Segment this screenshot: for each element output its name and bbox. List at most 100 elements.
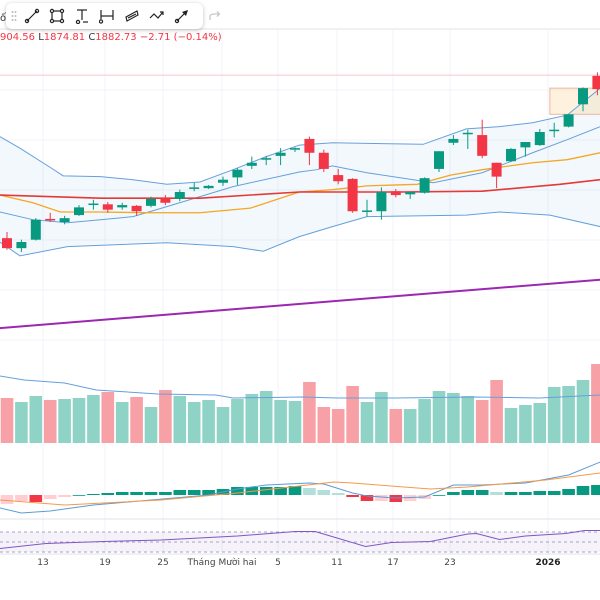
candle-body [232,169,243,178]
macd-histogram-bar [259,487,273,495]
volume-bar [29,396,43,443]
candle-body [102,204,113,210]
volume-bar [43,400,57,443]
volume-bar [245,394,259,443]
volume-bar [202,400,215,443]
candle [290,147,300,152]
drag-handle-icon[interactable] [10,8,18,24]
macd-histogram-bar [43,495,57,499]
candle-body [131,205,142,212]
symbol-title-fragment: ốc [0,13,12,24]
candle [405,192,416,199]
volume-bar [173,396,187,443]
macd-histogram-bar [231,487,244,495]
volume-bar [87,395,100,443]
macd-histogram-bar [187,490,201,495]
volume-bar [360,402,374,443]
low-label: L [38,32,44,43]
x-tick-label: 23 [444,558,456,568]
macd-histogram-bar [447,492,460,495]
volume-bar [317,407,331,443]
macd-histogram-bar [591,485,600,495]
volume-bar [303,382,316,443]
candle [448,135,459,146]
candle [246,156,257,169]
macd-histogram-bar [375,495,388,501]
rsi-pane[interactable] [0,530,600,553]
redo-icon [209,11,221,20]
macd-histogram-bar [15,495,28,501]
volume-pane[interactable] [0,364,600,443]
macd-histogram-bar [274,487,287,495]
redo-button[interactable] [207,8,223,24]
candle [362,199,372,217]
candle-body [333,175,344,182]
candle-body [563,114,574,127]
volume-bar [475,400,489,443]
rectangle-icon [49,8,64,24]
macd-histogram-bar [360,495,374,501]
candle [189,182,200,192]
candle [520,142,531,157]
trend-line-button[interactable] [20,5,43,27]
arrow-button[interactable] [170,5,193,27]
candle-body [376,192,387,212]
volume-bar [288,401,302,443]
volume-bar [403,409,417,443]
volume-bar [159,390,172,443]
macd-histogram-bar [547,491,561,495]
candle [30,218,41,241]
price-range-button[interactable] [70,5,93,27]
price-pane[interactable] [0,72,600,330]
volume-bar [562,386,575,443]
arrow-icon [174,10,188,24]
candle-body [160,198,171,203]
volume-bar [0,398,14,443]
volume-bar [216,407,230,443]
volume-bar [101,392,115,443]
macd-histogram-bar [29,495,43,502]
parallel-channel-button[interactable] [120,5,143,27]
macd-histogram-bar [519,492,532,495]
path-button[interactable] [145,5,168,27]
volume-bar [331,409,345,443]
candle-body [434,151,444,169]
time-axis[interactable]: 13 19 25 Tháng Mười hai 5 11 17 23 2026 [0,556,600,572]
candle-body [362,210,372,212]
candle-body [30,219,41,240]
macd-histogram-bar [0,495,14,504]
candle-body [290,148,300,150]
date-range-button[interactable] [95,5,118,27]
candle-body [549,129,560,132]
volume-bar [533,403,547,443]
candle [318,149,329,172]
candle [477,119,488,159]
macd-pane[interactable] [0,461,600,514]
rectangle-button[interactable] [45,5,68,27]
macd-histogram-bar [490,492,503,495]
macd-histogram-bar [173,490,187,495]
rectangle-drawing [549,87,600,115]
candle-body [45,218,56,221]
candle-body [59,218,70,222]
volume-ma-line [0,375,600,399]
candle [347,178,358,213]
macd-histogram-bar [87,494,100,495]
candle-body [491,162,502,177]
candle [491,162,502,189]
candle [534,128,545,146]
candle-body [506,148,516,162]
candle [304,136,315,166]
macd-histogram-bar [159,492,172,495]
candle-body [592,75,600,90]
volume-bar [447,393,460,443]
bollinger-lower-line [0,211,600,257]
macd-histogram-bar [533,491,547,495]
candle [131,205,142,216]
candle-body [405,192,416,195]
candle-body [462,132,473,135]
candle-body [174,192,185,199]
horizontal-range-icon [98,10,114,24]
candle-body [275,152,286,156]
